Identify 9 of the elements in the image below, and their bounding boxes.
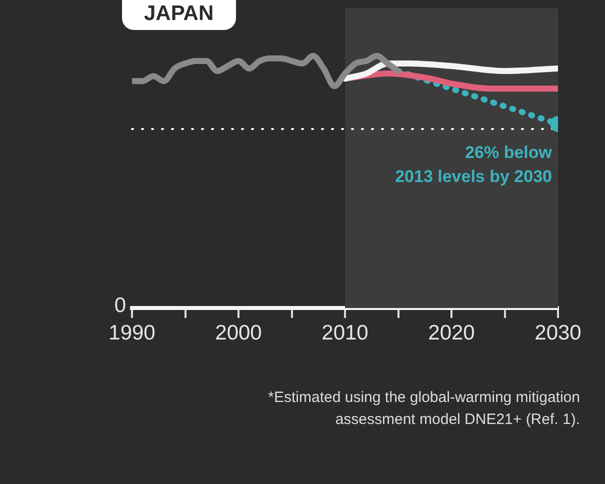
text: 0 <box>114 294 126 317</box>
x-tick-label: 2030 <box>534 321 582 344</box>
annotation: 26% below 2013 levels by 2030 <box>395 142 553 186</box>
x-tick-label: 1990 <box>108 321 156 344</box>
text: *Estimated using the global-warming mitigation assessment model DNE21+ (Ref. 1). <box>268 388 580 430</box>
x-tick-label: 2000 <box>215 321 262 344</box>
x-tick-label: 2010 <box>322 321 368 344</box>
x-tick-label: 2020 <box>428 321 475 344</box>
chart-title: JAPAN <box>122 0 236 30</box>
